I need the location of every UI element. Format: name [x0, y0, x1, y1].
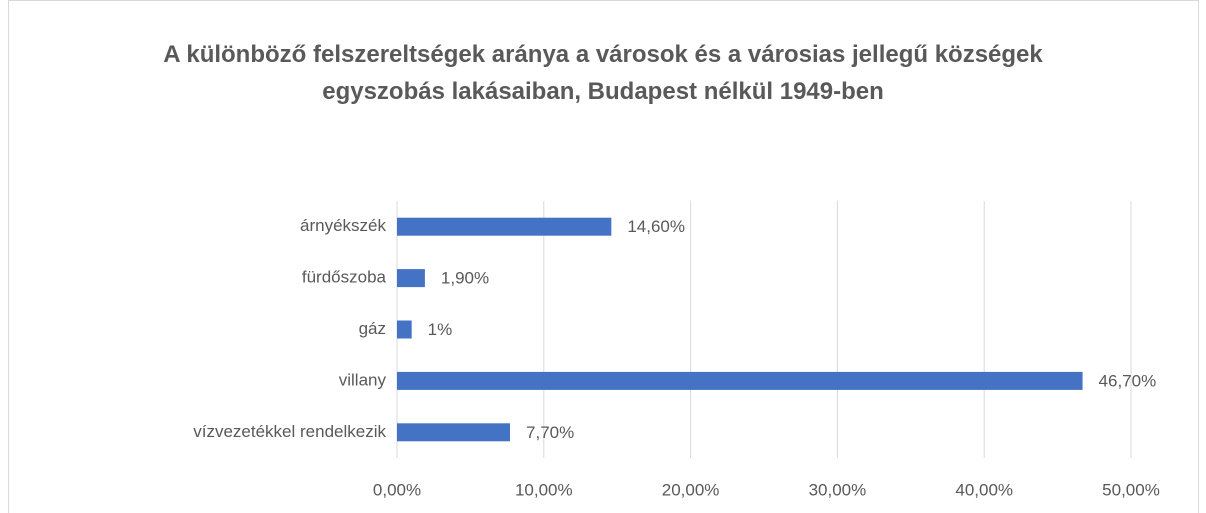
bar: [397, 371, 1083, 390]
y-tick-label: fürdőszoba: [302, 268, 387, 287]
y-tick-label: árnyékszék: [300, 216, 386, 235]
data-label: 14,60%: [627, 217, 685, 236]
y-tick-label: vízvezetékkel rendelkezik: [193, 422, 386, 441]
x-tick-label: 30,00%: [809, 480, 867, 499]
data-label: 1,90%: [441, 269, 489, 288]
data-label: 7,70%: [526, 423, 574, 442]
bar: [397, 217, 612, 236]
chart-title: A különböző felszereltségek aránya a vár…: [163, 41, 1043, 105]
x-tick-label: 50,00%: [1102, 480, 1160, 499]
x-tick-label: 20,00%: [662, 480, 720, 499]
y-tick-label: villany: [339, 370, 387, 389]
data-label: 46,70%: [1099, 371, 1157, 390]
y-tick-label: gáz: [359, 319, 386, 338]
x-tick-label: 10,00%: [515, 480, 573, 499]
x-tick-label: 40,00%: [955, 480, 1013, 499]
data-label: 1%: [428, 320, 453, 339]
bar: [397, 320, 412, 339]
bar: [397, 423, 511, 442]
bar: [397, 269, 425, 288]
x-tick-label: 0,00%: [373, 480, 421, 499]
chart-border: [8, 0, 1199, 513]
